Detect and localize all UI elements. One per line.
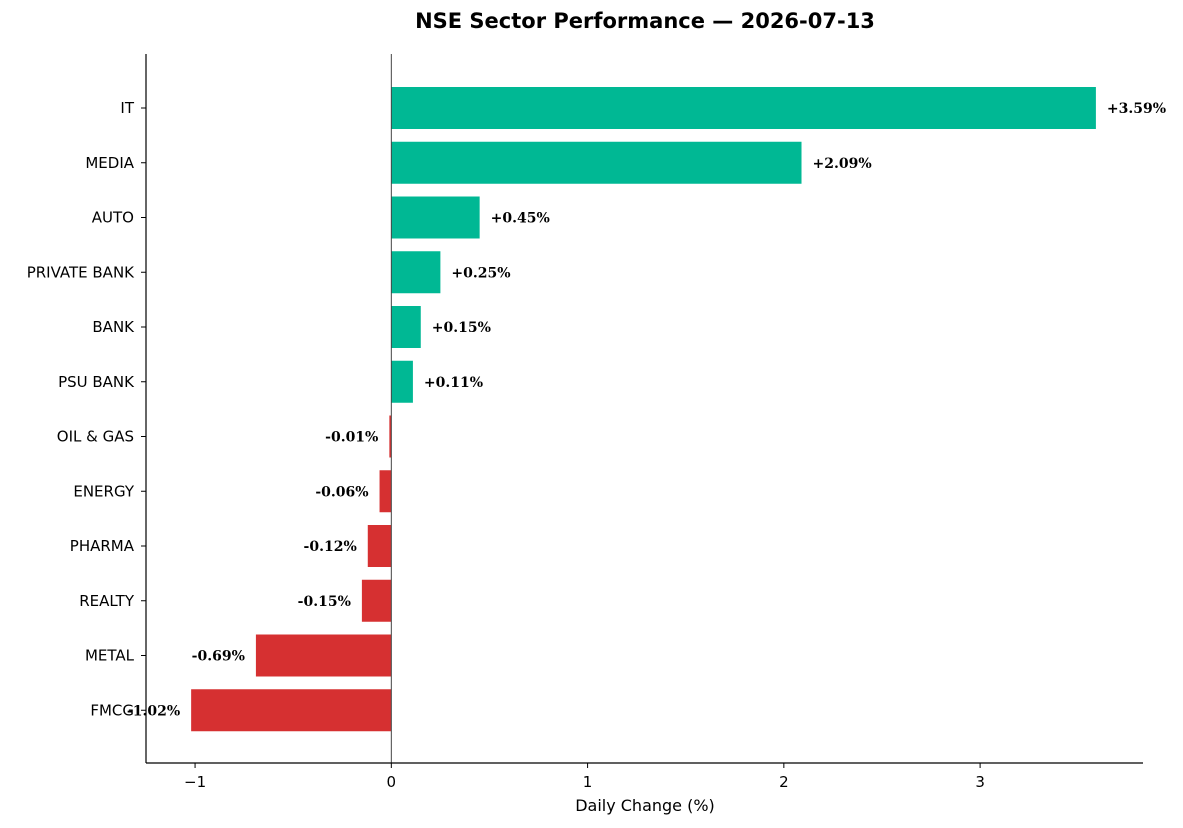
x-tick-label: 2 [779,773,789,791]
data-label-it: +3.59% [1107,101,1166,117]
data-label-metal: -0.69% [192,649,245,665]
y-tick-label-oil-gas: OIL & GAS [57,428,134,446]
y-tick-label-media: MEDIA [85,154,134,172]
data-label-fmcg: -1.02% [127,703,180,719]
x-tick-label: −1 [184,773,206,791]
bar-it [391,87,1096,129]
y-tick-label-auto: AUTO [92,209,134,227]
bar-fmcg [191,689,392,732]
x-tick-label: 0 [387,773,397,791]
y-tick-label-pharma: PHARMA [70,537,135,555]
data-label-media: +2.09% [813,156,872,172]
y-tick-label-psu-bank: PSU BANK [58,373,135,391]
data-label-private-bank: +0.25% [451,265,510,281]
y-tick-label-realty: REALTY [79,592,135,610]
bars-group [191,87,1096,732]
y-tick-label-fmcg: FMCG [90,701,134,719]
data-label-bank: +0.15% [432,320,491,336]
bar-pharma [367,525,392,567]
bar-oil-gas [389,415,392,458]
y-tick-label-bank: BANK [92,318,135,336]
y-ticks-group: IT MEDIA AUTO PRIVATE BANK BANK PSU BANK OIL &… [27,99,146,719]
data-label-realty: -0.15% [298,594,351,610]
data-labels-group: +3.59% +2.09% +0.45% +0.25% +0.15% +0.11% -0.0… [127,101,1166,719]
chart-title: NSE Sector Performance — 2026-07-13 [415,9,875,33]
bar-bank [391,306,421,348]
bar-media [391,141,802,184]
data-label-psu-bank: +0.11% [424,375,483,391]
y-tick-label-energy: ENERGY [73,482,134,500]
x-tick-label: 1 [583,773,593,791]
y-tick-label-private-bank: PRIVATE BANK [27,263,135,281]
bar-energy [379,470,392,513]
x-axis-label: Daily Change (%) [575,796,715,815]
data-label-pharma: -0.12% [304,539,357,555]
y-tick-label-it: IT [120,99,134,117]
data-label-energy: -0.06% [315,484,368,500]
bar-psu-bank [391,360,413,403]
y-tick-label-metal: METAL [85,647,135,665]
data-label-oil-gas: -0.01% [325,430,378,446]
x-tick-label: 3 [975,773,985,791]
bar-private-bank [391,251,441,294]
bar-auto [391,196,480,239]
bar-metal [255,634,392,677]
bar-realty [361,579,392,622]
x-ticks-group: −1 0 1 2 3 [184,763,985,791]
data-label-auto: +0.45% [491,211,550,227]
